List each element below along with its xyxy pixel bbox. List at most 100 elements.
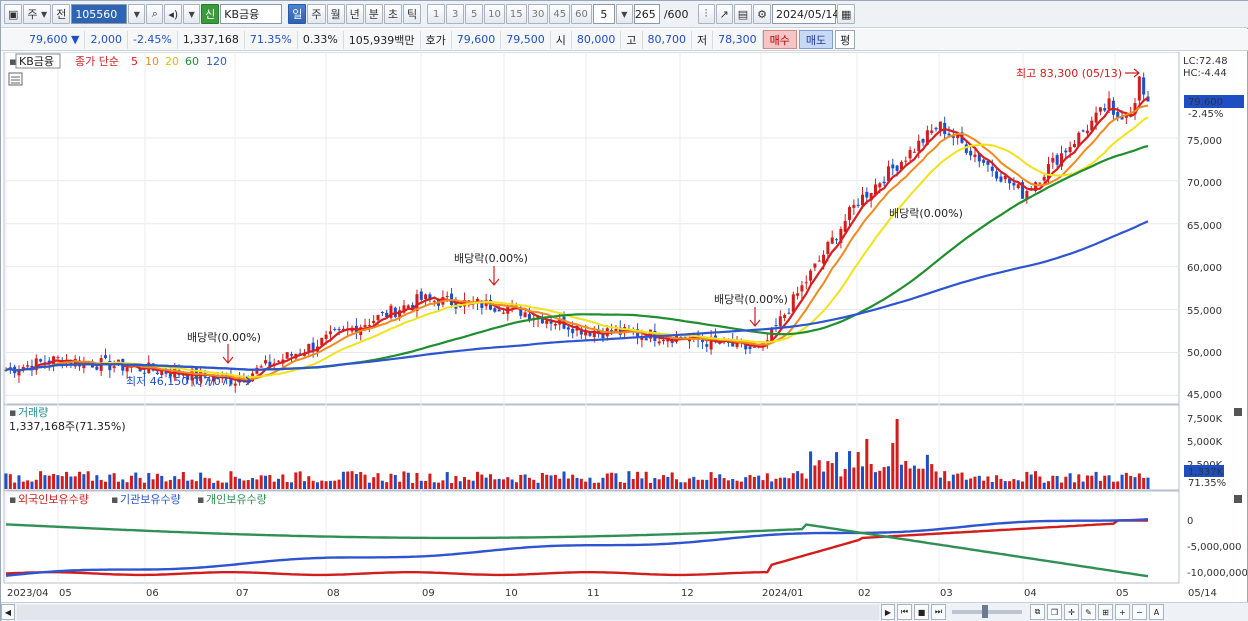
candle-body [986,161,990,165]
interval-button-45[interactable]: 45 [549,4,571,24]
save-icon[interactable]: ▤ [733,4,753,24]
candle-body [886,166,890,181]
interval-button-30[interactable]: 30 [527,4,549,24]
options-dropdown-button[interactable]: ▼ [183,4,201,24]
x-axis-label: 10 [505,588,518,599]
interval-input[interactable]: 5 [592,4,615,24]
period-mode-select[interactable]: 주 ▼ [23,4,52,24]
volume-bar [1072,482,1076,489]
volume-bar [78,471,82,489]
chart-svg[interactable]: ▪ KB금융 종가 단순 5 10 20 60 120 LC:72.48 HC:… [1,52,1247,602]
interval-button-3[interactable]: 3 [446,4,465,24]
dividend-label-3: 배당락(0.00%) [714,293,788,306]
gear-icon[interactable]: ⚙ [753,4,772,24]
candle-body [333,328,337,331]
scroll-right-button[interactable]: ▶ [881,604,895,620]
overlay-icon[interactable]: ⊞ [1098,604,1113,620]
candle-body [268,361,272,367]
legend-name-box[interactable] [15,53,61,69]
panel-settings-icon[interactable] [8,72,23,86]
skip-back-icon[interactable]: ⏮ [897,604,912,620]
sell-button[interactable]: 매도 [798,30,834,49]
volume-bar [778,477,782,489]
interval-button-5[interactable]: 5 [465,4,484,24]
volume-bar [328,480,332,489]
layout-icon[interactable]: ▣ [4,4,23,24]
scroll-left-button[interactable]: ◀ [1,604,15,620]
draw-icon[interactable]: ✎ [1081,604,1096,620]
candle-body [765,340,769,343]
copy-icon[interactable]: ⧉ [1030,604,1045,620]
volume-bar [186,480,190,489]
zoom-in-icon[interactable]: + [1115,604,1130,620]
volume-bar [471,480,475,489]
stop-icon[interactable]: ■ [914,604,929,620]
interval-button-60[interactable]: 60 [571,4,592,24]
period-button-month[interactable]: 월 [326,4,345,24]
candle-body [566,327,570,330]
candle-body [744,342,748,350]
period-button-week[interactable]: 주 [307,4,326,24]
interval-button-10[interactable]: 10 [484,4,505,24]
crosshair-icon[interactable]: ✛ [1064,604,1079,620]
zoom-out-icon[interactable]: − [1132,604,1147,620]
period-button-year[interactable]: 년 [345,4,364,24]
buy-button[interactable]: 매수 [762,30,797,49]
candle-body [830,237,834,244]
volume-bar [995,475,999,489]
chart-area[interactable]: ▪ KB금융 종가 단순 5 10 20 60 120 LC:72.48 HC:… [1,52,1248,603]
panel-close-icon[interactable] [1234,495,1242,503]
volume-bar [354,474,358,489]
period-button-day[interactable]: 일 [288,4,307,24]
code-dropdown-button[interactable]: ▼ [128,4,146,24]
volume-bar [1059,482,1063,489]
stock-code-input[interactable]: 105560 [71,4,128,24]
candle-body [1016,184,1020,189]
avg-button[interactable]: 평 [835,30,856,49]
skip-forward-icon[interactable]: ⏭ [931,604,946,620]
candle-body [865,191,869,198]
indicator-icon[interactable]: ⫶ [697,4,715,24]
panel-close-icon[interactable] [1234,408,1242,416]
volume-bar [514,482,518,489]
zoom-slider[interactable] [952,605,1022,618]
period-button-minute[interactable]: 분 [364,4,383,24]
volume-bar [956,473,960,489]
calendar-icon[interactable]: ▦ [837,4,856,24]
period-button-second[interactable]: 초 [383,4,403,24]
volume-panel-frame [3,404,1180,491]
draw-tool-icon[interactable]: ↗ [715,4,733,24]
date-input[interactable]: 2024/05/14 [772,4,839,24]
scroll-track[interactable] [17,604,879,620]
interval-button-1[interactable]: 1 [427,4,446,24]
volume-bar [848,451,852,489]
candle-body [925,130,929,145]
candle-body [571,328,575,334]
legend-foreign-holdings: 외국인보유수량 [18,493,89,506]
stock-name-field: KB금융 [220,4,283,24]
period-button-tick[interactable]: 틱 [403,4,422,24]
volume-bar [112,473,116,489]
interval-button-15[interactable]: 15 [505,4,527,24]
volume-bar [614,473,618,489]
text-icon[interactable]: A [1149,604,1164,620]
candle-body [917,140,921,152]
volume-bar [1046,481,1051,489]
speaker-icon[interactable]: ◂) [164,4,183,24]
prev-button[interactable]: 전 [52,4,71,24]
volume-bar [1042,482,1046,489]
bar-count-input[interactable]: 265 [633,4,660,24]
candle-body [783,315,787,318]
volume-bar [428,473,432,489]
search-icon[interactable]: ⌕ [146,4,164,24]
volume-bar [251,477,255,489]
candle-body [904,160,908,162]
candle-body [320,337,324,346]
candle-body [186,373,190,380]
candle-body [289,354,294,356]
legend-ma-10: 10 [145,55,159,68]
volume-bar [4,473,8,489]
candle-body [657,341,661,344]
interval-dropdown-button[interactable]: ▼ [615,4,633,24]
duplicate-icon[interactable]: ❐ [1047,604,1062,620]
